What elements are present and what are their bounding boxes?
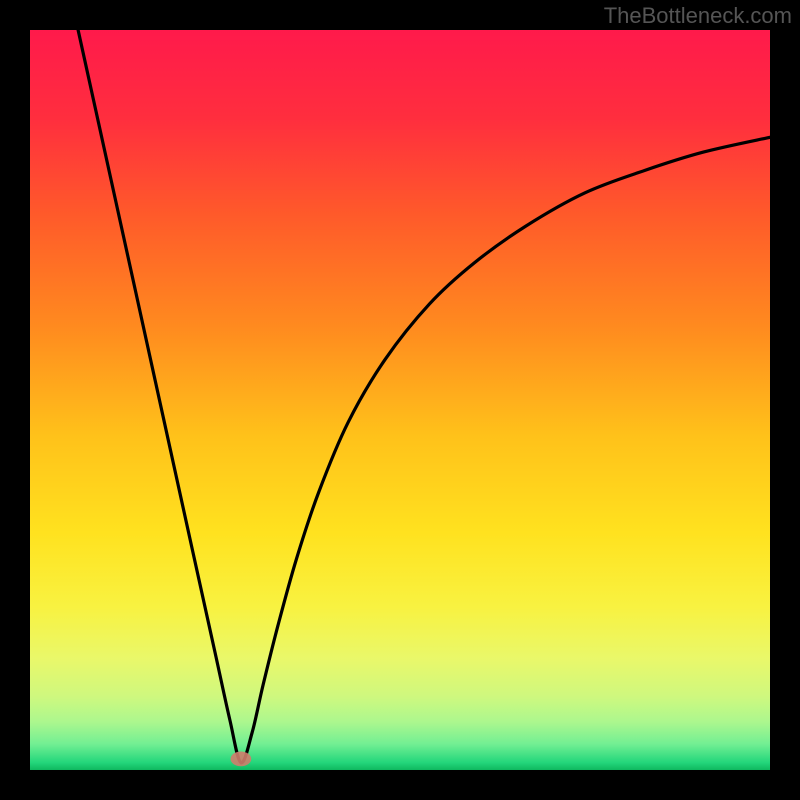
chart-frame: TheBottleneck.com bbox=[0, 0, 800, 800]
bottleneck-curve bbox=[30, 30, 770, 770]
vertex-marker bbox=[231, 752, 252, 767]
watermark-text: TheBottleneck.com bbox=[604, 3, 792, 29]
plot-area bbox=[30, 30, 770, 770]
